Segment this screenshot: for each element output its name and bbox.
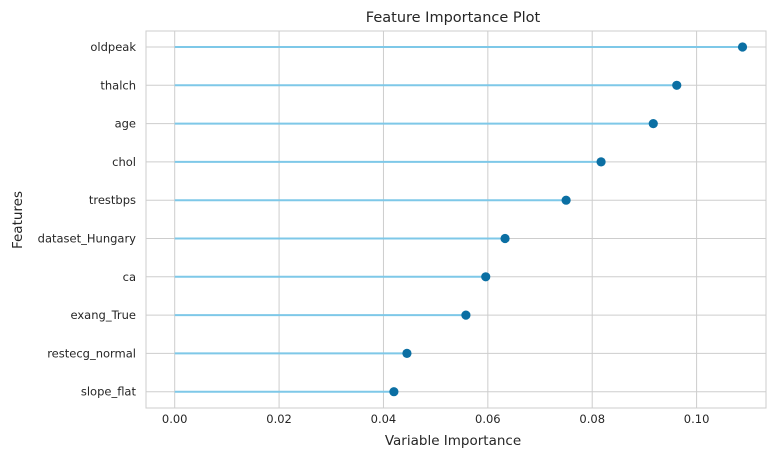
x-tick-label: 0.02: [266, 412, 292, 426]
marker-age: [648, 119, 658, 129]
x-tick-label: 0.08: [579, 412, 605, 426]
plot-frame: [145, 30, 767, 409]
y-axis-label: Features: [10, 191, 26, 249]
marker-oldpeak: [737, 42, 748, 52]
y-tick-label: exang_True: [71, 308, 137, 322]
x-axis-label: Variable Importance: [385, 433, 521, 449]
marker-dataset_Hungary: [500, 233, 510, 244]
markers: [389, 42, 748, 397]
y-tick-label: thalch: [100, 78, 136, 92]
y-tick-label: restecg_normal: [47, 346, 136, 360]
x-tick-labels: 0.00 0.02 0.04 0.06 0.08 0.10: [162, 412, 709, 426]
y-tick-label: chol: [112, 155, 136, 169]
marker-slope_flat: [389, 387, 399, 397]
marker-thalch: [672, 80, 682, 90]
marker-exang_True: [461, 310, 471, 320]
y-tick-label: oldpeak: [90, 40, 136, 54]
x-tick-label: 0.00: [162, 412, 188, 426]
y-tick-label: age: [115, 117, 136, 131]
y-tick-label: slope_flat: [81, 385, 137, 399]
y-tick-labels: oldpeak thalch age chol trestbps dataset_Hung…: [38, 40, 137, 399]
marker-chol: [596, 157, 606, 167]
y-tick-label: ca: [123, 270, 136, 284]
x-tick-label: 0.10: [684, 412, 710, 426]
y-tick-label: dataset_Hungary: [38, 232, 137, 246]
marker-restecg_normal: [402, 348, 412, 358]
marker-ca: [481, 272, 491, 282]
x-tick-label: 0.04: [371, 412, 397, 426]
y-tick-label: trestbps: [89, 193, 136, 207]
chart-title: Feature Importance Plot: [366, 10, 541, 26]
stems: [174, 46, 743, 393]
marker-trestbps: [561, 195, 571, 205]
x-tick-label: 0.06: [475, 412, 501, 426]
